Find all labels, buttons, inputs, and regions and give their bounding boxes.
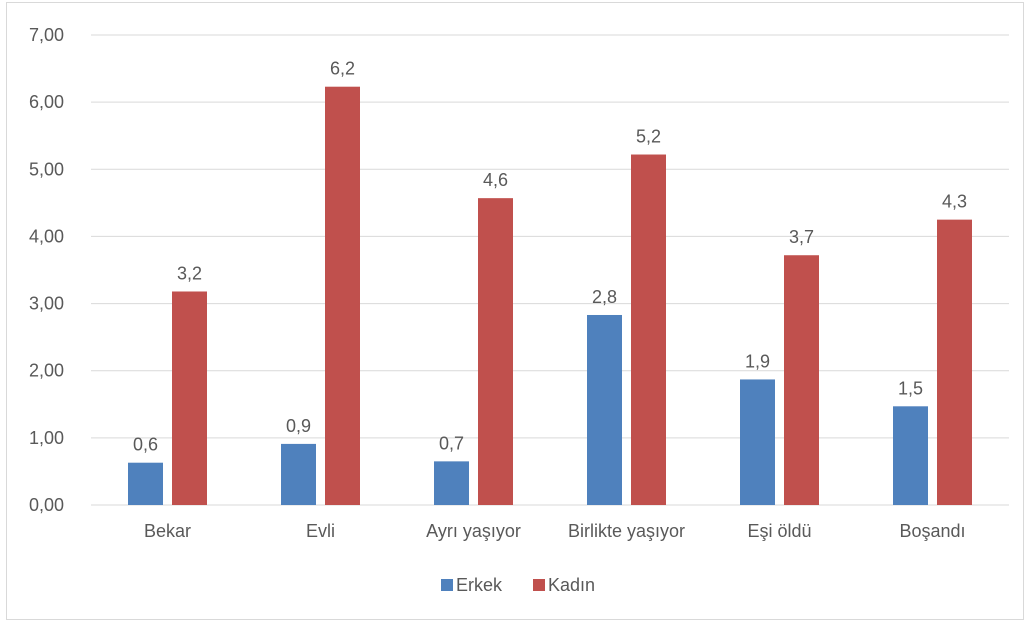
y-axis-tick-labels: 0,00 1,00 2,00 3,00 4,00 5,00 6,00 7,00 <box>29 25 64 515</box>
bar-chart: 0,001,002,003,004,005,006,007,00 0,63,20… <box>29 25 1009 595</box>
bar-erkek <box>740 379 775 505</box>
y-tick-label: 4,00 <box>29 226 64 246</box>
chart-frame: 0,00 1,00 2,00 3,00 4,00 5,00 6,00 7,00 0,6 3,2 0… <box>6 2 1024 620</box>
data-label: 0,7 <box>439 433 464 453</box>
category-label: Birlikte yaşıyor <box>568 521 685 541</box>
bar-kadın <box>937 219 972 505</box>
bar-kadın <box>172 291 207 505</box>
bar-kadın <box>478 198 513 505</box>
data-label: 3,7 <box>789 227 814 247</box>
legend-swatch-erkek <box>441 579 453 591</box>
legend-label-erkek: Erkek <box>456 575 503 595</box>
legend: Erkek Kadın <box>441 575 595 595</box>
bar-erkek <box>128 462 163 505</box>
y-tick-label: 6,00 <box>29 92 64 112</box>
data-label: 4,6 <box>483 170 508 190</box>
y-tick-label: 1,00 <box>29 428 64 448</box>
category-label: Eşi öldü <box>747 521 811 541</box>
gridlines <box>91 34 1009 506</box>
x-axis-category-labels: Bekar Evli Ayrı yaşıyor Birlikte yaşıyor Eşi… <box>144 521 966 541</box>
bars <box>128 86 972 505</box>
y-tick-label: 2,00 <box>29 361 64 381</box>
data-label: 5,2 <box>636 127 661 147</box>
bar-erkek <box>434 461 469 505</box>
y-tick-label: 7,00 <box>29 25 64 45</box>
data-label: 0,6 <box>133 435 158 455</box>
y-tick-label: 5,00 <box>29 159 64 179</box>
y-tick-label: 3,00 <box>29 294 64 314</box>
y-tick-label: 0,00 <box>29 495 64 515</box>
data-labels: 0,6 3,2 0,9 6,2 0,7 4,6 2,8 5,2 1,9 3,7 1,5 4,3 <box>133 59 967 455</box>
legend-swatch-kadın <box>533 579 545 591</box>
bar-erkek <box>281 443 316 505</box>
bar-kadın <box>631 154 666 505</box>
category-label: Evli <box>306 521 335 541</box>
bar-erkek <box>893 406 928 505</box>
data-label: 1,9 <box>745 351 770 371</box>
data-label: 1,5 <box>898 378 923 398</box>
data-label: 0,9 <box>286 416 311 436</box>
data-label: 2,8 <box>592 287 617 307</box>
category-label: Bekar <box>144 521 191 541</box>
legend-label-kadın: Kadın <box>548 575 595 595</box>
category-label: Ayrı yaşıyor <box>426 521 521 541</box>
data-label: 3,2 <box>177 263 202 283</box>
bar-kadın <box>325 86 360 505</box>
bar-erkek <box>587 314 622 505</box>
data-label: 4,3 <box>942 192 967 212</box>
category-label: Boşandı <box>899 521 965 541</box>
bar-kadın <box>784 255 819 505</box>
data-label: 6,2 <box>330 59 355 79</box>
